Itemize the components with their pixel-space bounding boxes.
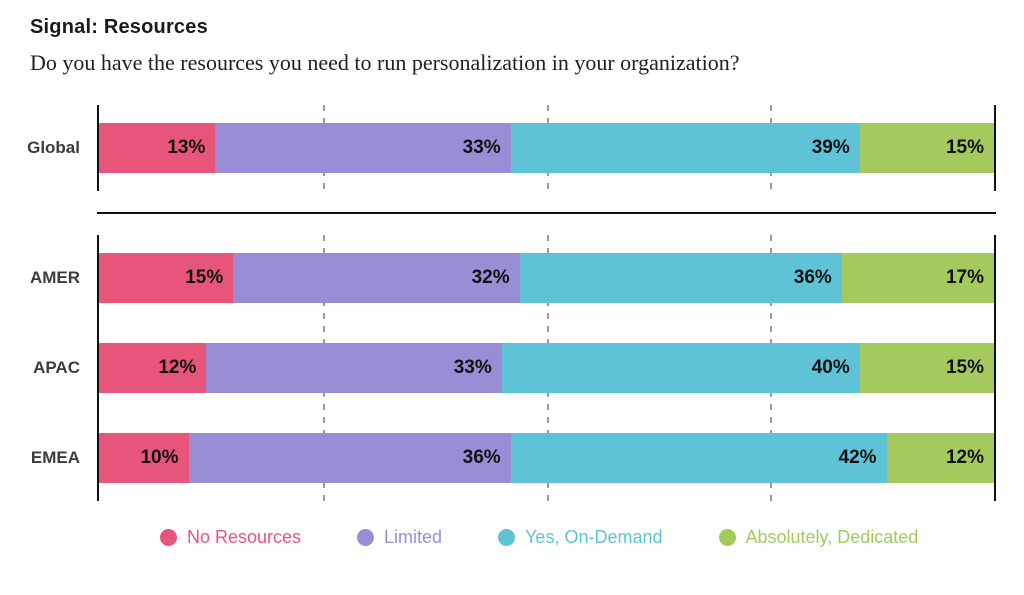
segment-value-label: 39% xyxy=(811,137,850,158)
bar-row: APAC 12% 33% 40% 15% xyxy=(33,343,994,393)
segment-value-label: 12% xyxy=(945,447,984,468)
segment-value-label: 15% xyxy=(945,137,984,158)
legend-item: No Resources xyxy=(160,527,301,548)
row-label: AMER xyxy=(29,268,80,287)
bar-segment: 33% xyxy=(206,343,502,393)
bar-segment: 12% xyxy=(99,343,207,393)
legend-item: Absolutely, Dedicated xyxy=(718,527,919,548)
bar-segment: 15% xyxy=(99,253,234,303)
bar-row: Global 13% 33% 39% 15% xyxy=(27,123,994,173)
segment-value-label: 32% xyxy=(471,267,510,288)
segment-value-label: 13% xyxy=(167,137,206,158)
global-plot-section: Global 13% 33% 39% 15% xyxy=(27,105,996,191)
row-label: EMEA xyxy=(30,448,80,467)
bar-segment: 12% xyxy=(886,433,994,483)
bar-segment: 15% xyxy=(859,343,994,393)
row-label: APAC xyxy=(33,358,80,377)
bar-row: EMEA 10% 36% 42% 12% xyxy=(31,433,994,483)
segment-value-label: 36% xyxy=(462,447,501,468)
chart-subtitle: Do you have the resources you need to ru… xyxy=(30,50,740,75)
bar-segment: 32% xyxy=(233,253,520,303)
segment-value-label: 15% xyxy=(185,267,224,288)
bar-segment: 39% xyxy=(510,123,860,173)
legend-swatch-absolutely-dedicated xyxy=(718,529,736,546)
segment-value-label: 40% xyxy=(811,357,850,378)
legend-swatch-no-resources xyxy=(160,529,177,546)
bar-segment: 10% xyxy=(99,433,189,483)
segment-value-label: 12% xyxy=(158,357,197,378)
legend-label: Yes, On-Demand xyxy=(525,527,663,547)
bar-segment: 33% xyxy=(215,123,511,173)
bar-segment: 42% xyxy=(510,433,887,483)
stacked-bar-chart: Global 13% 33% 39% 15% xyxy=(0,105,1024,548)
segment-value-label: 10% xyxy=(140,447,179,468)
legend-item: Yes, On-Demand xyxy=(498,527,663,548)
segment-value-label: 42% xyxy=(838,447,877,468)
segment-value-label: 17% xyxy=(945,267,984,288)
regions-plot-section: AMER 15% 32% 36% 17% APAC 12% xyxy=(30,235,996,501)
legend: No Resources Limited Yes, On-Demand Abso… xyxy=(160,527,1024,548)
segment-value-label: 36% xyxy=(793,267,832,288)
bar-row: AMER 15% 32% 36% 17% xyxy=(30,253,994,303)
legend-swatch-limited xyxy=(357,529,375,546)
segment-value-label: 33% xyxy=(453,357,492,378)
bar-segment: 17% xyxy=(841,253,994,303)
bar-segment: 36% xyxy=(188,433,511,483)
bar-segment: 13% xyxy=(99,123,216,173)
chart-header: Signal: Resources Do you have the resour… xyxy=(0,0,1024,76)
bar-segment: 40% xyxy=(501,343,860,393)
legend-item: Limited xyxy=(357,527,442,548)
section-separator xyxy=(97,212,996,214)
chart-title: Signal: Resources xyxy=(30,16,208,38)
legend-label: Absolutely, Dedicated xyxy=(745,527,919,547)
bar-segment: 15% xyxy=(859,123,994,173)
legend-label: No Resources xyxy=(187,527,302,547)
bar-segment: 36% xyxy=(519,253,842,303)
segment-value-label: 15% xyxy=(945,357,984,378)
row-label: Global xyxy=(27,138,80,157)
legend-label: Limited xyxy=(384,527,443,547)
segment-value-label: 33% xyxy=(462,137,501,158)
legend-swatch-yes-on-demand xyxy=(498,529,516,546)
